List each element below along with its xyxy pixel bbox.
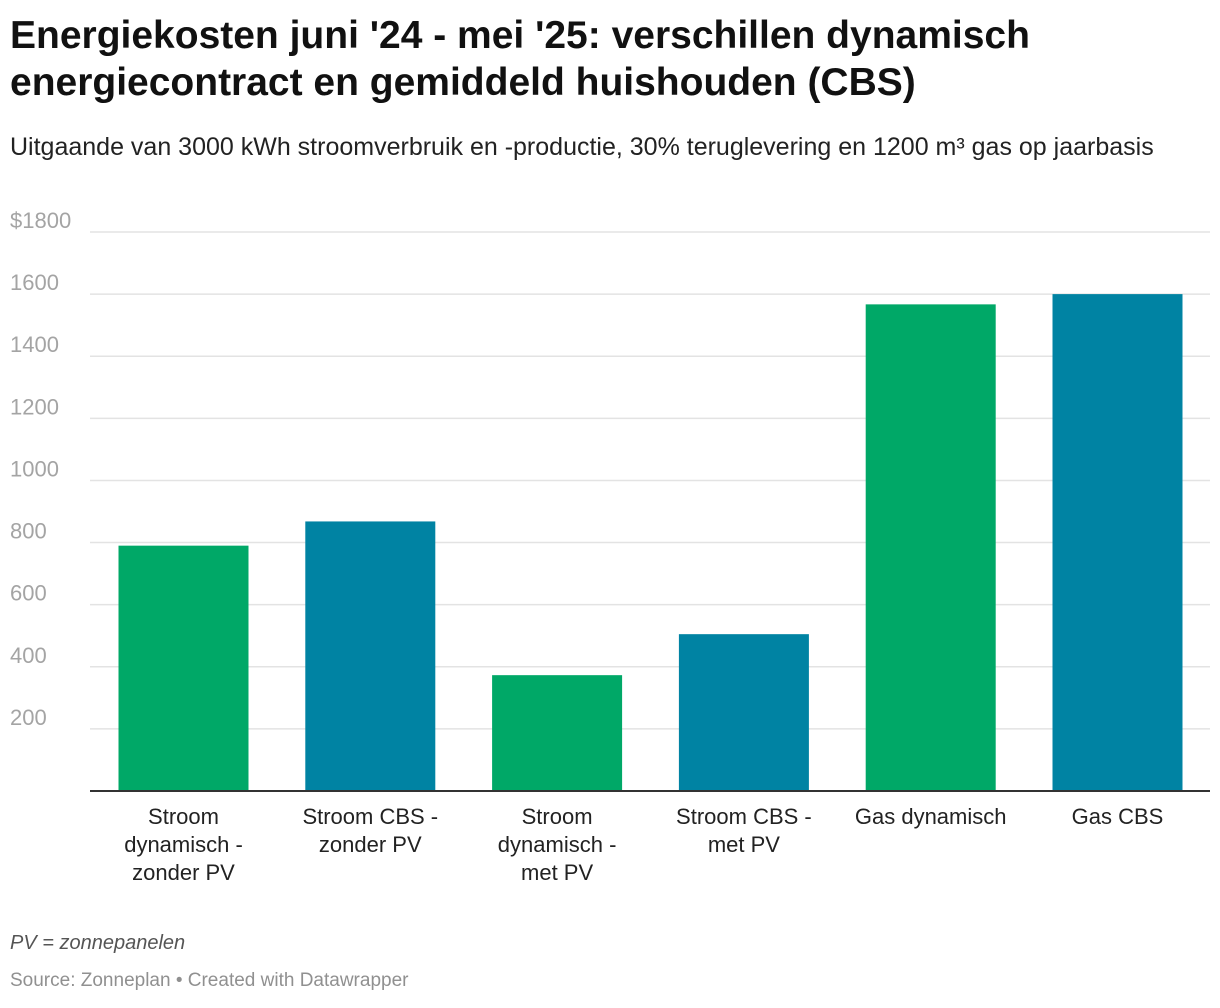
y-tick-label: 1000 bbox=[10, 456, 59, 481]
x-category-label-line: Gas CBS bbox=[1072, 804, 1164, 829]
bar bbox=[1052, 294, 1183, 791]
x-category-label: Gas dynamisch bbox=[855, 804, 1007, 829]
y-tick-label: 1600 bbox=[10, 270, 59, 295]
x-category-label: Stroom CBS - zonder PV bbox=[302, 804, 438, 857]
x-category-label-line: Stroom bbox=[522, 804, 593, 829]
bars bbox=[118, 294, 1183, 791]
x-category-label-line: Stroom CBS - bbox=[676, 804, 812, 829]
chart-title: Energiekosten juni '24 - mei '25: versch… bbox=[10, 14, 1030, 104]
footnote: PV = zonnepanelen bbox=[10, 932, 186, 954]
y-tick-label: 200 bbox=[10, 705, 47, 730]
bar-chart: 200 400 600 800 1000 1200 1400 1600 $1800 Stroom… bbox=[10, 210, 1210, 885]
x-category-label-line: Gas dynamisch bbox=[855, 804, 1007, 829]
y-tick-label: 1400 bbox=[10, 332, 59, 357]
source-credit: Source: Zonneplan • Created with Datawra… bbox=[10, 970, 409, 991]
y-axis-ticks: 200 400 600 800 1000 1200 1400 1600 $1800 bbox=[10, 210, 71, 730]
x-category-label-line: Stroom bbox=[148, 804, 219, 829]
x-category-label-line: zonder PV bbox=[319, 832, 422, 857]
bar bbox=[305, 521, 436, 791]
bar bbox=[678, 634, 809, 791]
x-category-label: Stroom dynamisch - zonder PV bbox=[124, 804, 243, 885]
y-tick-label: 1200 bbox=[10, 394, 59, 419]
x-category-label-line: dynamisch - bbox=[498, 832, 617, 857]
bar bbox=[118, 545, 249, 791]
bar bbox=[492, 675, 623, 791]
x-category-label: Gas CBS bbox=[1072, 804, 1164, 829]
x-category-label: Stroom CBS - met PV bbox=[676, 804, 812, 857]
x-category-label-line: dynamisch - bbox=[124, 832, 243, 857]
y-tick-label: $1800 bbox=[10, 210, 71, 233]
gridlines bbox=[90, 231, 1210, 730]
x-category-label-line: zonder PV bbox=[132, 860, 235, 885]
x-category-label: Stroom dynamisch - met PV bbox=[498, 804, 617, 885]
y-tick-label: 600 bbox=[10, 581, 47, 606]
x-category-label-line: Stroom CBS - bbox=[302, 804, 438, 829]
chart-subtitle: Uitgaande van 3000 kWh stroomverbruik en… bbox=[10, 133, 1154, 161]
x-category-label-line: met PV bbox=[708, 832, 780, 857]
bar bbox=[865, 304, 996, 791]
y-tick-label: 400 bbox=[10, 643, 47, 668]
x-axis-labels: Stroom dynamisch - zonder PV Stroom CBS - zo… bbox=[124, 804, 1163, 885]
x-category-label-line: met PV bbox=[521, 860, 593, 885]
y-tick-label: 800 bbox=[10, 519, 47, 544]
